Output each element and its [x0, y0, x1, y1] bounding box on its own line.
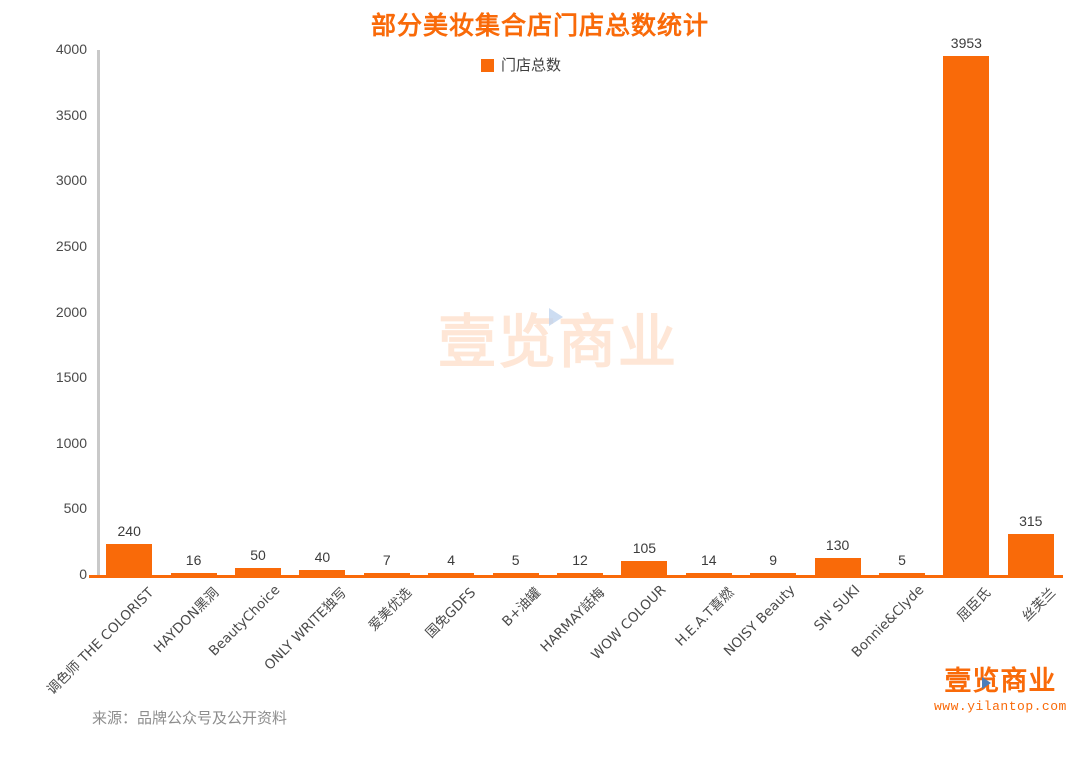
- x-axis-line: [89, 575, 1063, 578]
- bar[interactable]: [106, 543, 153, 575]
- x-axis-category-label-text: 丝芙兰: [1018, 584, 1059, 625]
- bar[interactable]: [234, 568, 281, 575]
- plot-area: 240 16 50 40 7 4 5 12 105 14 9 130 5 3953 315: [89, 35, 1063, 578]
- bar-slot[interactable]: 5: [483, 50, 547, 575]
- bar-slot[interactable]: 4: [419, 50, 483, 575]
- bar-value-label: 40: [314, 548, 331, 565]
- y-axis-tick-label: 500: [63, 500, 87, 517]
- brand-url: www.yilantop.com: [934, 699, 1067, 715]
- bar-slot[interactable]: 40: [290, 50, 354, 575]
- bar[interactable]: [814, 557, 861, 575]
- brand-logo: 壹览商业 www.yilantop.com: [934, 666, 1067, 715]
- bar-value-label: 16: [185, 551, 202, 568]
- x-axis-category-label-text: 调色师 THE COLORIST: [44, 584, 158, 698]
- bar[interactable]: [943, 56, 990, 575]
- bar-slot[interactable]: 105: [612, 50, 676, 575]
- bar-slot[interactable]: 240: [97, 50, 161, 575]
- bar[interactable]: [428, 573, 475, 575]
- legend-label: 门店总数: [501, 56, 562, 74]
- x-axis-category-label-text: B+油罐: [498, 584, 544, 630]
- bar-value-label: 240: [117, 522, 141, 539]
- bar-value-label: 315: [1019, 512, 1043, 529]
- bar[interactable]: [878, 573, 925, 575]
- bar-value-label: 9: [769, 552, 778, 568]
- bar-slot[interactable]: 315: [999, 50, 1063, 575]
- bar[interactable]: [170, 572, 217, 575]
- brand-name: 壹览商业: [944, 666, 1057, 697]
- y-axis-tick-label: 2000: [55, 303, 87, 320]
- bar[interactable]: [363, 573, 410, 575]
- y-axis-line: [97, 50, 100, 575]
- bar[interactable]: [492, 573, 539, 575]
- bar-slot[interactable]: 12: [548, 50, 612, 575]
- y-axis-tick-label: 1500: [55, 369, 87, 386]
- bar-slot[interactable]: 5: [870, 50, 934, 575]
- x-axis-category-label-text: 屈臣氏: [954, 584, 995, 625]
- chart-title: 部分美妆集合店门店总数统计: [370, 11, 709, 40]
- bar[interactable]: [685, 573, 732, 575]
- y-axis-tick-label: 3000: [55, 172, 87, 189]
- bar-value-label: 50: [250, 547, 266, 564]
- source-note: 来源：品牌公众号及公开资料: [92, 709, 288, 727]
- x-axis-category-label-text: 国免GDFS: [422, 584, 480, 642]
- y-axis-tick-label: 1000: [55, 434, 87, 451]
- bar-value-label: 14: [701, 552, 717, 568]
- brand-play-icon: [982, 677, 991, 689]
- bar-value-label: 7: [382, 552, 391, 568]
- x-axis-category-label-text: SN' SUKI: [810, 582, 863, 635]
- bar-slot[interactable]: 7: [355, 50, 419, 575]
- bar-slot[interactable]: 50: [226, 50, 290, 575]
- bar-slot[interactable]: 14: [677, 50, 741, 575]
- bar-slot[interactable]: 130: [805, 50, 869, 575]
- bar[interactable]: [621, 561, 668, 575]
- bar-value-label: 130: [825, 536, 850, 553]
- bar-value-label: 5: [511, 552, 520, 568]
- bar[interactable]: [750, 573, 797, 575]
- bar-slot[interactable]: 16: [161, 50, 225, 575]
- bar-value-label: 105: [632, 540, 657, 557]
- x-axis-category-label-text: H.E.A.T喜燃: [672, 584, 737, 650]
- bar-value-label: 3953: [950, 35, 982, 52]
- bar-slot[interactable]: 3953: [934, 35, 998, 575]
- bar-value-label: 5: [898, 552, 906, 568]
- bar-value-label: 4: [447, 552, 456, 568]
- y-axis-tick-label: 3500: [55, 106, 87, 123]
- bar-value-label: 12: [572, 552, 588, 568]
- legend-swatch-icon: [481, 59, 494, 72]
- bar[interactable]: [1007, 533, 1054, 575]
- y-axis-tick-label: 2500: [55, 237, 87, 254]
- bar[interactable]: [556, 573, 603, 575]
- y-axis-tick-label: 4000: [55, 41, 87, 57]
- x-axis-category-label-text: 爱美优选: [365, 584, 415, 635]
- y-axis-tick-label: 0: [79, 566, 87, 582]
- watermark-play-icon: [549, 308, 563, 326]
- bar[interactable]: [299, 569, 346, 575]
- chart-legend: 门店总数: [481, 58, 561, 73]
- bar-slot[interactable]: 9: [741, 50, 805, 575]
